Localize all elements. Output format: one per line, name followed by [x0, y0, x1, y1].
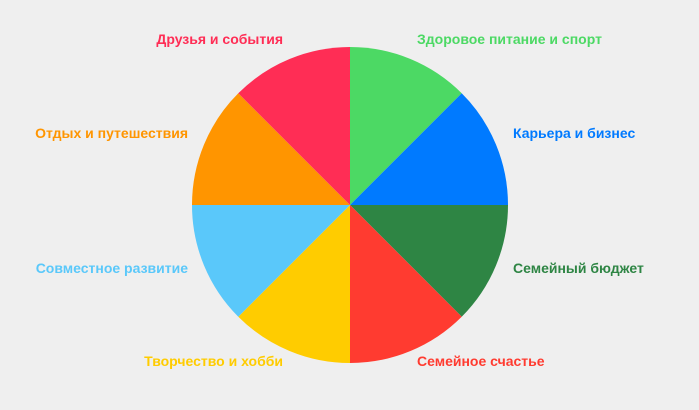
- pie-slice: [238, 47, 350, 205]
- slice-label: Семейное счастье: [417, 353, 545, 369]
- slice-label: Друзья и события: [156, 31, 283, 47]
- pie-slice: [350, 47, 462, 205]
- slice-label: Карьера и бизнес: [513, 125, 635, 141]
- pie-slice: [350, 205, 508, 317]
- slice-label: Совместное развитие: [36, 260, 189, 276]
- pie-slice: [192, 205, 350, 317]
- slice-label: Отдых и путешествия: [35, 125, 188, 141]
- slice-label: Творчество и хобби: [144, 353, 283, 369]
- slice-label: Здоровое питание и спорт: [417, 31, 602, 47]
- slices-layer: [192, 47, 508, 363]
- pie-slice: [350, 205, 462, 363]
- pie-slice: [192, 93, 350, 205]
- slice-label: Семейный бюджет: [513, 260, 644, 276]
- pie-slice: [238, 205, 350, 363]
- pie-slice: [350, 93, 508, 205]
- labels-layer: Здоровое питание и спорт Карьера и бизнес…: [35, 31, 644, 369]
